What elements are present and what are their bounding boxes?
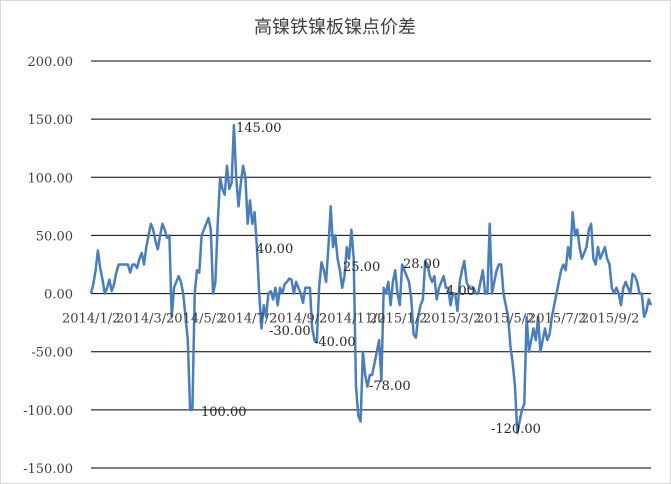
- x-tick-label: 2014/7/2: [219, 312, 277, 327]
- y-axis-tick-labels: 200.00 150.00 100.00 50.00 0.00 -50.00 -100.00…: [23, 55, 73, 477]
- x-tick-label: 2014/3/2: [116, 312, 174, 327]
- x-tick-label: 2015/9/2: [581, 312, 639, 327]
- x-axis-tick-labels: 2014/1/22014/3/22014/5/22014/7/22014/9/2…: [62, 312, 639, 327]
- y-tick-label: 0.00: [44, 288, 73, 303]
- chart-title: 高镍铁镍板镍点价差: [254, 17, 416, 38]
- annotation-label: 40.00: [256, 242, 293, 257]
- series-lines: [89, 123, 653, 435]
- x-tick-label: 2015/5/2: [476, 312, 534, 327]
- annotation-label: -30.00: [269, 324, 311, 339]
- annotation-label: -78.00: [369, 379, 411, 394]
- x-tick-label: 2015/1/2: [369, 312, 427, 327]
- annotation-label: 100.00: [201, 405, 247, 420]
- y-tick-label: -50.00: [31, 346, 73, 361]
- annotation-label: 145.00: [236, 121, 282, 136]
- x-tick-label: 2014/1/2: [62, 312, 120, 327]
- annotation-label: -40.00: [314, 335, 356, 350]
- annotation-label: 4.00: [446, 284, 475, 299]
- x-tick-label: 2015/3/2: [423, 312, 481, 327]
- y-tick-label: 200.00: [28, 55, 74, 70]
- annotation-label: 28.00: [403, 257, 440, 272]
- annotation-label: -120.00: [491, 422, 541, 437]
- data-annotations: 145.00 100.00 40.00 -30.00-40.00 25.00 -78.00…: [201, 121, 541, 437]
- y-tick-label: 150.00: [28, 113, 74, 128]
- y-tick-label: -150.00: [23, 462, 73, 477]
- y-tick-label: -100.00: [23, 404, 73, 419]
- y-tick-label: 100.00: [28, 171, 74, 186]
- x-tick-label: 2014/9/2: [269, 312, 327, 327]
- annotation-label: 25.00: [343, 260, 380, 275]
- x-tick-label: 2014/11/2: [319, 312, 386, 327]
- x-tick-label: 2014/5/2: [166, 312, 224, 327]
- y-tick-label: 50.00: [36, 229, 73, 244]
- series-line: [89, 123, 653, 435]
- x-tick-label: 2015/7/2: [528, 312, 586, 327]
